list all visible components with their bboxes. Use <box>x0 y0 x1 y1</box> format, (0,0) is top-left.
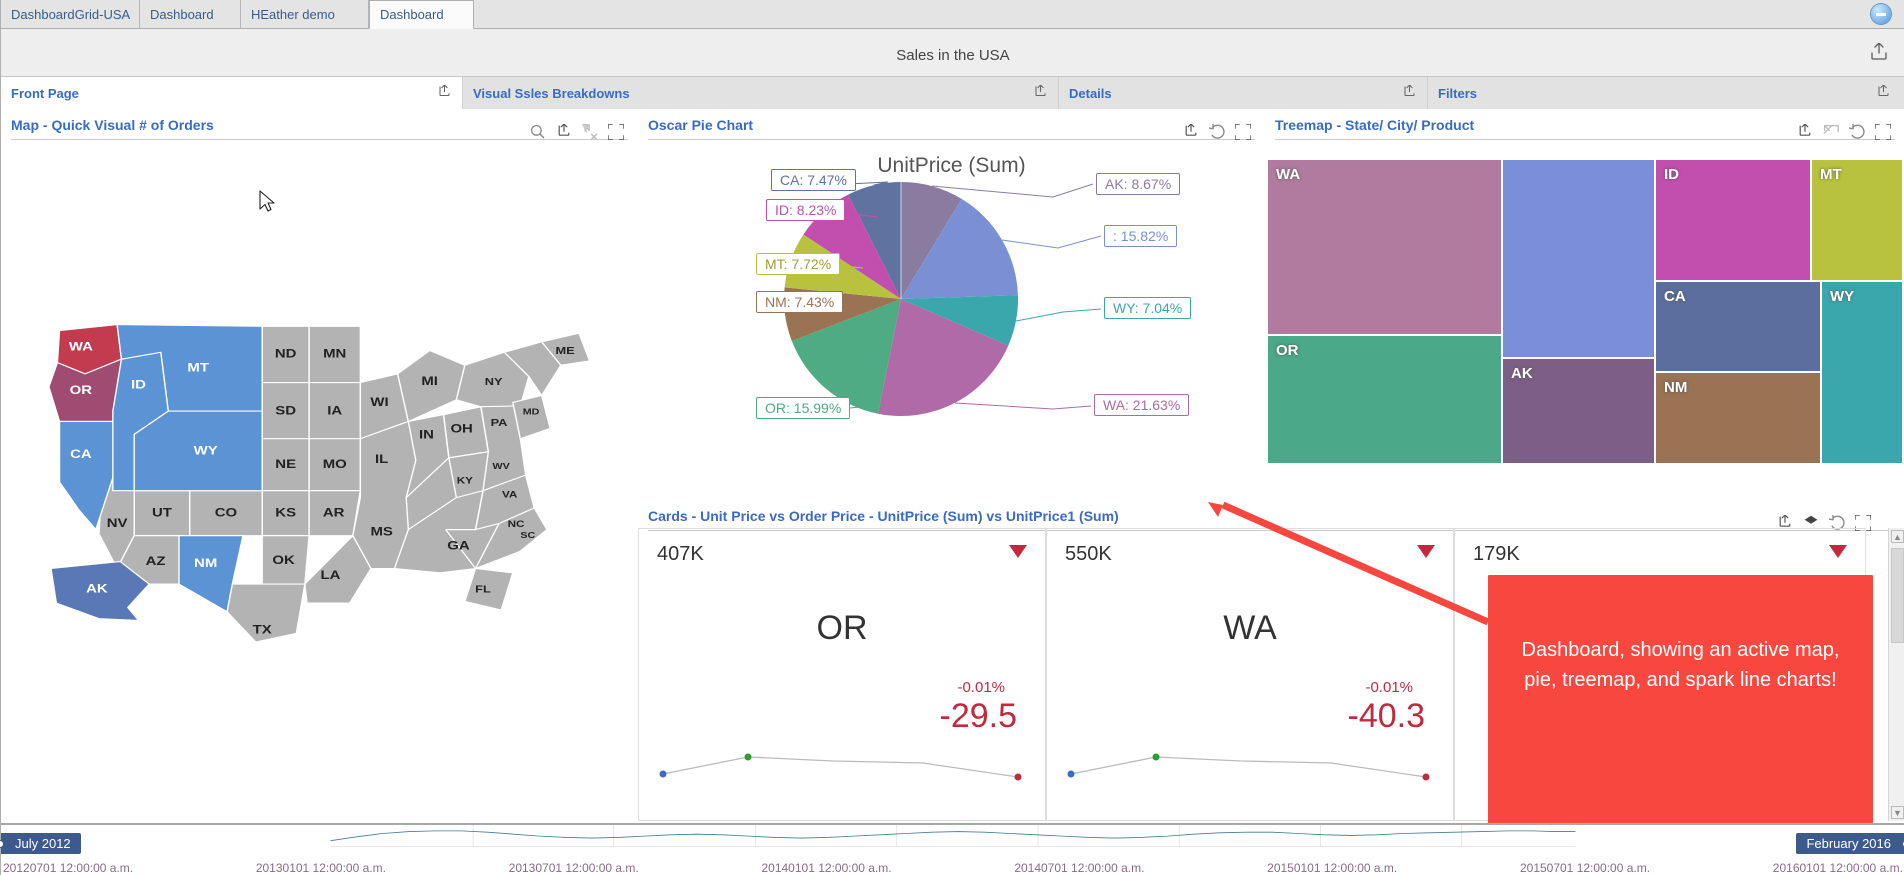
svg-text:KS: KS <box>275 506 296 519</box>
svg-text:IA: IA <box>327 404 342 417</box>
svg-text:MN: MN <box>323 347 346 360</box>
svg-text:KY: KY <box>457 476 473 487</box>
svg-text:MD: MD <box>523 407 540 417</box>
svg-text:CA: CA <box>70 447 92 460</box>
svg-text:OH: OH <box>450 422 472 435</box>
svg-text:NM: NM <box>194 556 217 569</box>
svg-text:IN: IN <box>419 428 434 441</box>
svg-text:SD: SD <box>275 404 296 417</box>
svg-text:AZ: AZ <box>146 554 166 567</box>
svg-text:WY: WY <box>194 444 218 457</box>
svg-text:ME: ME <box>556 345 575 357</box>
svg-text:OR: OR <box>70 383 93 396</box>
svg-text:MI: MI <box>421 374 438 387</box>
svg-text:ND: ND <box>275 347 297 360</box>
svg-text:LA: LA <box>321 568 341 581</box>
svg-text:VA: VA <box>502 490 518 501</box>
svg-text:UT: UT <box>152 506 173 519</box>
svg-text:IL: IL <box>375 452 388 465</box>
svg-text:ID: ID <box>131 378 146 391</box>
svg-text:TX: TX <box>253 623 272 636</box>
svg-text:AK: AK <box>86 582 108 595</box>
svg-text:SC: SC <box>520 531 535 541</box>
svg-text:WV: WV <box>493 462 511 472</box>
svg-text:NV: NV <box>107 516 128 529</box>
svg-text:WA: WA <box>69 340 93 353</box>
svg-text:NE: NE <box>275 457 296 470</box>
svg-text:CO: CO <box>215 506 237 519</box>
svg-text:AR: AR <box>323 506 345 519</box>
svg-text:MT: MT <box>187 361 209 374</box>
svg-text:MO: MO <box>323 457 347 470</box>
svg-text:WI: WI <box>370 395 388 408</box>
svg-text:GA: GA <box>447 539 470 552</box>
svg-text:FL: FL <box>475 584 491 596</box>
svg-text:NC: NC <box>508 519 525 530</box>
svg-text:NY: NY <box>485 376 503 388</box>
svg-text:MS: MS <box>370 525 392 538</box>
svg-text:OK: OK <box>272 553 295 566</box>
svg-text:PA: PA <box>491 417 508 429</box>
